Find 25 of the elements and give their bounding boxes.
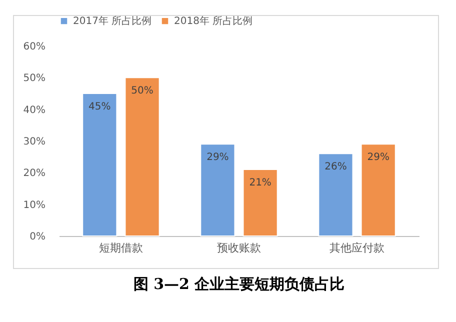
bar bbox=[200, 144, 236, 236]
bar bbox=[360, 144, 396, 236]
y-tick-label: 20% bbox=[23, 168, 46, 180]
bar bbox=[318, 153, 354, 236]
y-tick-label: 30% bbox=[23, 136, 46, 148]
data-label: 21% bbox=[249, 178, 272, 188]
x-tick-label: 其他应付款 bbox=[330, 242, 385, 254]
y-tick-label: 40% bbox=[23, 104, 46, 116]
y-tick-label: 60% bbox=[23, 42, 46, 52]
data-label: 29% bbox=[206, 152, 229, 164]
data-label: 45% bbox=[88, 102, 111, 112]
y-tick-label: 10% bbox=[23, 200, 46, 211]
text: 图 3—2 企业主要短期负债占比 bbox=[133, 275, 345, 293]
y-tick-label: 50% bbox=[23, 73, 46, 84]
bar bbox=[124, 77, 160, 236]
data-label: 50% bbox=[131, 86, 154, 97]
legend-label: 2017年 所占比例 bbox=[73, 15, 152, 28]
bar bbox=[242, 169, 278, 236]
x-tick-label: 预收账款 bbox=[217, 242, 261, 254]
legend-label: 2018年 所占比例 bbox=[174, 15, 253, 28]
x-tick-label: 短期借款 bbox=[98, 242, 143, 254]
bar bbox=[82, 93, 118, 236]
data-label: 26% bbox=[324, 162, 347, 173]
y-tick-label: 0% bbox=[30, 232, 46, 242]
data-label: 29% bbox=[367, 152, 390, 164]
